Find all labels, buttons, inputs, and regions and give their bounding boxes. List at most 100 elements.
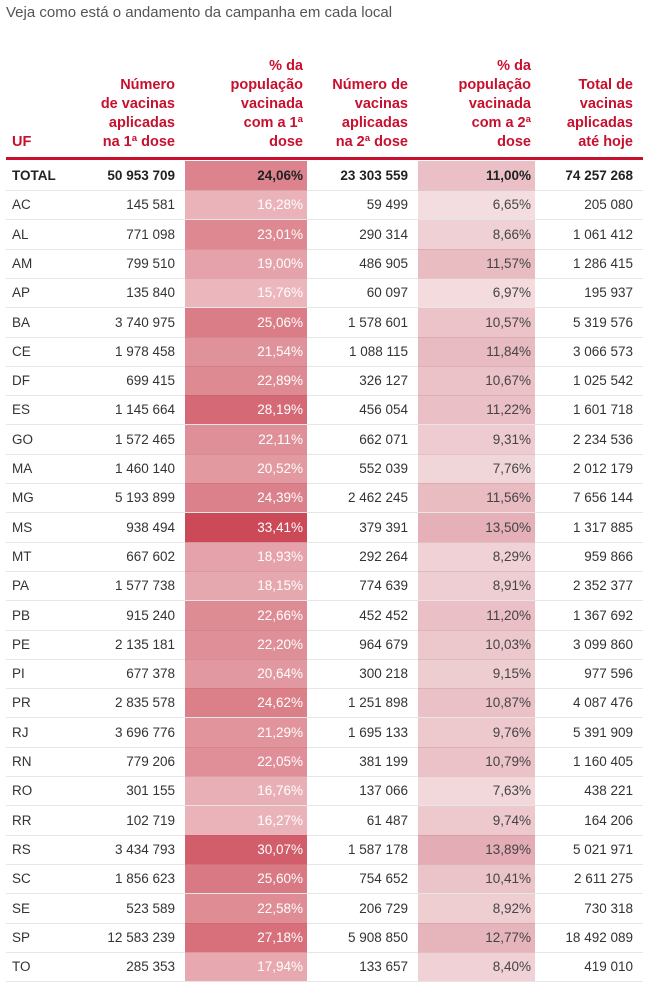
table-row: MT 667 602 18,93% 292 264 8,29% 959 866 [6, 541, 643, 572]
cell-total: 205 080 [584, 197, 633, 213]
column-header-dose1: Número de vacinas aplicadas na 1ª dose [70, 44, 175, 152]
dose1-pct-highlight [185, 893, 307, 923]
cell-pct2: 10,87% [485, 695, 531, 711]
dose2-pct-highlight [418, 776, 535, 806]
cell-total: 2 611 275 [573, 871, 633, 887]
column-header-line: até hoje [578, 134, 633, 150]
cell-pct2: 6,97% [492, 285, 531, 301]
dose1-pct-highlight [185, 454, 307, 483]
dose2-pct-highlight [418, 747, 535, 776]
dose1-pct-highlight [185, 922, 307, 952]
column-header-line: % da [497, 58, 531, 74]
cell-total: 5 021 971 [572, 841, 633, 857]
cell-dose1: 1 577 738 [114, 578, 175, 594]
cell-pct1: 25,60% [257, 871, 303, 887]
column-header-line: dose [269, 134, 303, 150]
cell-dose1: 1 856 623 [114, 871, 175, 887]
column-header-line: com a 2ª [471, 115, 531, 131]
cell-dose1: 771 098 [126, 226, 175, 242]
cell-pct2: 8,92% [492, 900, 531, 916]
cell-pct2: 11,22% [486, 402, 531, 418]
cell-pct2: 10,57% [485, 314, 531, 330]
dose1-pct-highlight [185, 366, 307, 396]
cell-total: 1 601 718 [572, 402, 633, 418]
cell-uf: PI [12, 666, 25, 682]
cell-pct1: 18,15% [257, 578, 303, 594]
cell-dose1: 5 193 899 [114, 490, 175, 506]
cell-pct1: 22,58% [257, 900, 303, 916]
cell-dose2: 290 314 [359, 226, 408, 242]
cell-uf: MG [12, 490, 34, 506]
table-row: BA 3 740 975 25,06% 1 578 601 10,57% 5 319 57… [6, 307, 643, 338]
dose1-pct-highlight [185, 395, 307, 425]
cell-dose1: 102 719 [126, 812, 175, 828]
table-row: RR 102 719 16,27% 61 487 9,74% 164 206 [6, 805, 643, 836]
cell-uf: MT [12, 548, 32, 564]
table-row: AL 771 098 23,01% 290 314 8,66% 1 061 412 [6, 219, 643, 250]
column-header-line: com a 1ª [243, 115, 303, 131]
dose1-pct-highlight [185, 747, 307, 776]
cell-pct2: 11,00% [485, 168, 531, 183]
column-header-line: Número [120, 77, 175, 93]
dose2-pct-highlight [418, 805, 535, 835]
table-row: RS 3 434 793 30,07% 1 587 178 13,89% 5 021 97… [6, 834, 643, 865]
cell-pct2: 13,50% [485, 519, 531, 535]
column-header-line: aplicadas [341, 115, 408, 131]
cell-total: 1 317 885 [572, 519, 633, 535]
cell-total: 1 160 405 [572, 754, 633, 769]
table-row: SE 523 589 22,58% 206 729 8,92% 730 318 [6, 893, 643, 924]
dose1-pct-highlight [185, 161, 307, 190]
column-header-dose2: Número de vacinas aplicadas na 2ª dose [308, 44, 408, 152]
table-row: TO 285 353 17,94% 133 657 8,40% 419 010 [6, 952, 643, 983]
table-row: MS 938 494 33,41% 379 391 13,50% 1 317 885 [6, 512, 643, 543]
column-header-line: vacinas [579, 96, 633, 112]
cell-dose1: 699 415 [126, 373, 175, 389]
cell-dose1: 3 740 975 [114, 314, 175, 330]
cell-pct2: 12,77% [485, 929, 531, 945]
cell-total: 2 012 179 [572, 461, 633, 476]
dose2-pct-highlight [418, 248, 535, 278]
cell-pct2: 11,57% [486, 255, 531, 271]
cell-dose1: 1 145 664 [114, 402, 175, 418]
column-header-line: vacinas [354, 96, 408, 112]
cell-uf: PB [12, 607, 31, 623]
cell-pct1: 16,27% [257, 812, 303, 828]
table-row: CE 1 978 458 21,54% 1 088 115 11,84% 3 066 57… [6, 336, 643, 367]
cell-pct1: 33,41% [257, 519, 303, 535]
cell-dose2: 59 499 [366, 197, 408, 213]
cell-pct2: 9,15% [492, 666, 531, 682]
cell-pct2: 11,20% [486, 607, 531, 623]
cell-dose1: 799 510 [126, 255, 175, 271]
column-header-pct2: % da população vacinada com a 2ª dose [418, 44, 531, 152]
cell-dose2: 23 303 559 [340, 168, 408, 183]
column-header-line: % da [269, 58, 303, 74]
cell-pct1: 24,39% [257, 490, 303, 506]
cell-dose1: 145 581 [126, 197, 175, 213]
cell-pct1: 22,89% [257, 373, 303, 389]
cell-pct1: 16,28% [257, 197, 303, 213]
dose2-pct-highlight [418, 424, 535, 454]
cell-dose1: 1 978 458 [114, 343, 175, 359]
dose2-pct-highlight [418, 893, 535, 923]
cell-pct2: 8,29% [492, 548, 531, 564]
dose2-pct-highlight [418, 483, 535, 513]
cell-dose1: 915 240 [126, 607, 175, 623]
cell-uf: SE [12, 900, 31, 916]
dose2-pct-highlight [418, 512, 535, 542]
dose1-pct-highlight [185, 278, 307, 308]
dose1-pct-highlight [185, 834, 307, 864]
cell-dose2: 1 587 178 [347, 841, 408, 857]
cell-dose2: 754 652 [359, 871, 408, 887]
cell-pct2: 10,79% [485, 754, 531, 769]
cell-dose2: 452 452 [359, 607, 408, 623]
dose2-pct-highlight [418, 541, 535, 571]
cell-uf: AC [12, 197, 31, 213]
dose1-pct-highlight [185, 512, 307, 542]
table-row: AM 799 510 19,00% 486 905 11,57% 1 286 415 [6, 248, 643, 279]
cell-dose1: 2 135 181 [114, 636, 175, 652]
cell-uf: CE [12, 343, 31, 359]
table-row: PE 2 135 181 22,20% 964 679 10,03% 3 099 860 [6, 629, 643, 660]
cell-uf: TOTAL [12, 168, 56, 183]
column-header-line: Total de [578, 77, 633, 93]
cell-total: 977 596 [584, 666, 633, 682]
